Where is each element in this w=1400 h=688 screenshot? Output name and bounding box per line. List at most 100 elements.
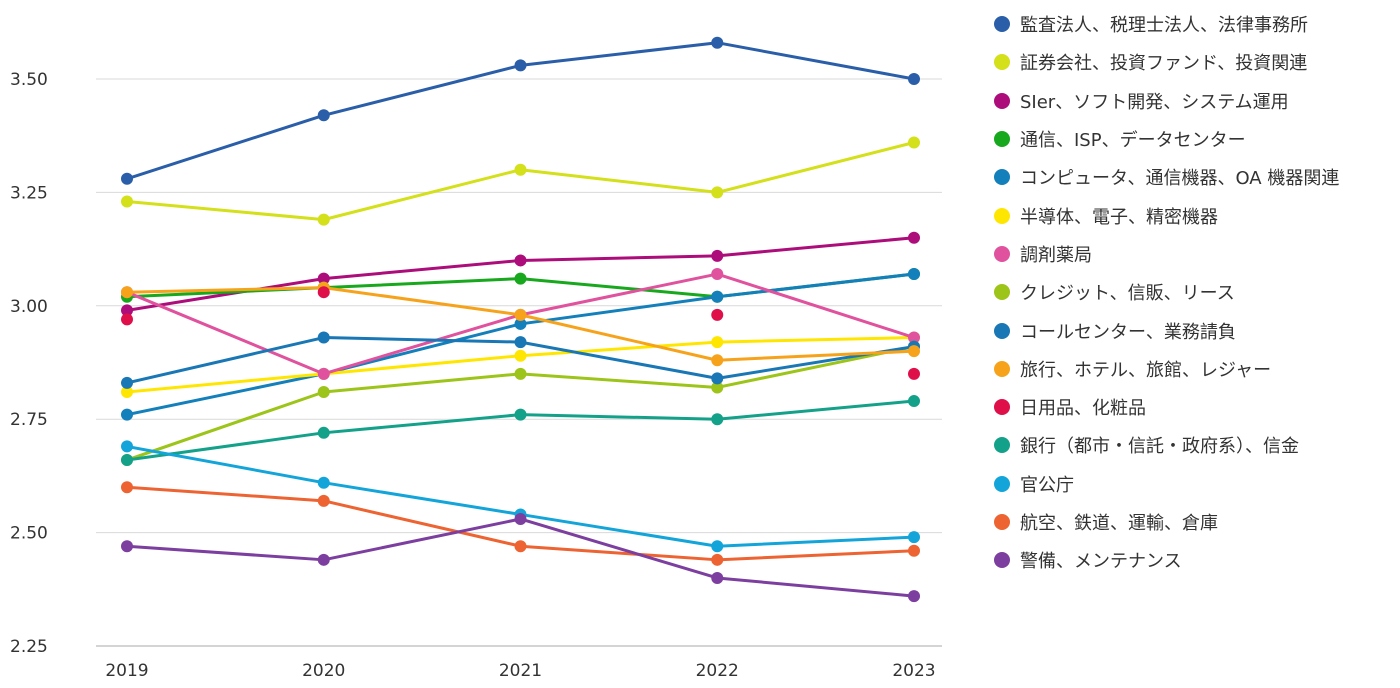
legend-item: 証券会社、投資ファンド、投資関連 xyxy=(990,43,1395,81)
legend-label: 旅行、ホテル、旅館、レジャー xyxy=(1020,359,1272,381)
data-point xyxy=(908,367,920,380)
legend-swatch xyxy=(994,92,1010,109)
data-point xyxy=(121,540,133,553)
data-point xyxy=(317,553,330,566)
data-point xyxy=(317,494,330,507)
legend-label: 航空、鉄道、運輸、倉庫 xyxy=(1020,513,1218,534)
data-point xyxy=(711,553,724,566)
data-point xyxy=(121,408,133,421)
data-point xyxy=(908,268,920,281)
data-point xyxy=(317,331,330,344)
data-point xyxy=(514,308,527,321)
data-point xyxy=(514,408,527,421)
legend-item: クレジット、信販、リース xyxy=(990,273,1395,311)
x-tick-label: 2021 xyxy=(499,661,542,681)
y-axis: 2.25 2.50 2.75 3.00 3.25 3.50 xyxy=(10,70,48,657)
legend-item: 警備、メンテナンス xyxy=(990,541,1395,579)
data-point xyxy=(908,73,920,85)
legend-item: 調剤薬局 xyxy=(990,235,1395,273)
data-point xyxy=(514,336,527,349)
data-point xyxy=(317,367,330,380)
series-11 xyxy=(121,286,920,380)
legend-item: 銀行（都市・信託・政府系）、信金 xyxy=(990,426,1395,464)
legend-label: 監査法人、税理士法人、法律事務所 xyxy=(1020,15,1308,37)
data-point xyxy=(514,367,527,380)
data-point xyxy=(121,385,133,398)
legend-item: 監査法人、税理士法人、法律事務所 xyxy=(990,5,1395,43)
x-tick-label: 2020 xyxy=(302,661,345,681)
legend-item: コールセンター、業務請負 xyxy=(990,311,1395,349)
legend-label: 銀行（都市・信託・政府系）、信金 xyxy=(1020,436,1299,458)
data-point xyxy=(317,272,330,285)
data-point xyxy=(121,195,133,208)
data-point xyxy=(711,372,724,385)
legend: 監査法人、税理士法人、法律事務所 証券会社、投資ファンド、投資関連 SIer、ソフト… xyxy=(990,5,1395,579)
legend-label: コールセンター、業務請負 xyxy=(1020,321,1236,343)
data-point xyxy=(514,540,527,553)
y-tick-label: 2.75 xyxy=(10,410,48,430)
series-14 xyxy=(121,481,920,566)
legend-label: 日用品、化粧品 xyxy=(1020,398,1146,420)
series-line xyxy=(126,141,915,222)
y-tick-label: 3.25 xyxy=(10,183,48,203)
series-2 xyxy=(121,136,920,226)
data-point xyxy=(514,254,527,267)
legend-item: 通信、ISP、データセンター xyxy=(990,120,1395,158)
legend-label: 官公庁 xyxy=(1020,474,1074,496)
legend-swatch xyxy=(994,514,1010,530)
series-12 xyxy=(121,395,920,467)
series-4 xyxy=(121,268,920,303)
data-point xyxy=(908,136,920,149)
x-tick-label: 2022 xyxy=(696,661,739,681)
data-point xyxy=(317,385,330,398)
legend-label: 通信、ISP、データセンター xyxy=(1020,130,1246,152)
data-point xyxy=(121,313,133,326)
y-tick-label: 3.50 xyxy=(10,70,48,90)
y-tick-label: 2.50 xyxy=(10,524,48,544)
data-point xyxy=(711,571,724,584)
data-point xyxy=(514,349,527,362)
legend-swatch xyxy=(994,437,1010,454)
data-point xyxy=(317,109,330,122)
data-point xyxy=(711,36,724,49)
legend-swatch xyxy=(994,475,1010,492)
data-point xyxy=(908,590,920,603)
data-point xyxy=(514,512,527,525)
legend-label: 警備、メンテナンス xyxy=(1020,551,1182,573)
data-point xyxy=(317,476,330,489)
legend-item: 半導体、電子、精密機器 xyxy=(990,196,1395,234)
y-tick-label: 3.00 xyxy=(10,297,48,317)
legend-swatch xyxy=(994,131,1010,148)
legend-swatch xyxy=(994,169,1010,186)
data-point xyxy=(317,213,330,226)
legend-item: コンピュータ、通信機器、OA 機器関連 xyxy=(990,158,1395,196)
x-tick-label: 2019 xyxy=(105,661,148,681)
legend-swatch xyxy=(994,207,1010,224)
legend-swatch xyxy=(994,552,1010,569)
data-point xyxy=(514,59,527,72)
series-layer xyxy=(121,36,920,603)
data-point xyxy=(121,481,133,494)
data-point xyxy=(711,249,724,262)
legend-label: SIer、ソフト開発、システム運用 xyxy=(1020,91,1289,113)
data-point xyxy=(121,304,133,317)
data-point xyxy=(908,331,920,344)
data-point xyxy=(121,440,133,453)
legend-swatch xyxy=(994,245,1010,262)
data-point xyxy=(908,345,920,358)
data-point xyxy=(711,354,724,367)
data-point xyxy=(711,268,724,281)
data-point xyxy=(711,290,724,303)
data-point xyxy=(121,286,133,299)
legend-swatch xyxy=(994,16,1010,33)
y-tick-label: 2.25 xyxy=(10,637,48,657)
legend-label: 証券会社、投資ファンド、投資関連 xyxy=(1020,53,1308,75)
data-point xyxy=(711,308,724,321)
data-point xyxy=(711,413,724,426)
legend-swatch xyxy=(994,54,1010,71)
data-point xyxy=(317,286,330,299)
series-1 xyxy=(121,36,920,185)
legend-item: 官公庁 xyxy=(990,465,1395,503)
x-tick-label: 2023 xyxy=(892,661,935,681)
